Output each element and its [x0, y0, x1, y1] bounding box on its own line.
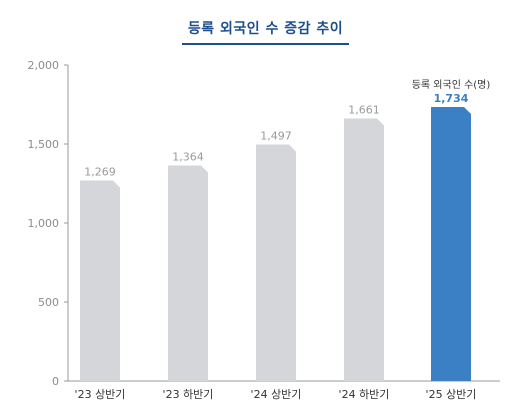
x-tick-label: '24 상반기: [251, 388, 302, 401]
x-tick-label: '25 상반기: [426, 388, 477, 401]
value-label: 1,269: [84, 165, 116, 178]
value-label: 1,734: [434, 92, 469, 105]
y-tick-label: 500: [38, 296, 59, 309]
value-label: 1,364: [172, 150, 204, 163]
chart-title-wrapper: 등록 외국인 수 증감 추이: [0, 16, 531, 45]
value-label: 1,661: [348, 104, 380, 117]
bar: [256, 144, 296, 381]
bar: [344, 118, 384, 381]
bars-group: [80, 107, 471, 381]
x-tick-label: '23 상반기: [75, 388, 126, 401]
y-axis: 0 500 1,000 1,500 2,000: [28, 59, 500, 388]
y-tick-label: 2,000: [28, 59, 60, 72]
highlight-series-label: 등록 외국인 수(명): [412, 79, 491, 91]
value-label: 1,497: [260, 129, 292, 142]
bar: [80, 180, 120, 381]
chart-title: 등록 외국인 수 증감 추이: [181, 16, 350, 45]
bar-highlight: [431, 107, 471, 381]
x-tick-label: '24 하반기: [339, 387, 390, 401]
x-tick-label: '23 하반기: [163, 387, 214, 401]
y-tick-label: 1,000: [28, 217, 60, 230]
labels-group: 1,269 '23 상반기 1,364 '23 하반기 1,497 '24 상반기 1,66…: [75, 79, 491, 401]
y-tick-label: 1,500: [28, 138, 60, 151]
bar: [168, 165, 208, 381]
y-tick-label: 0: [52, 375, 59, 388]
